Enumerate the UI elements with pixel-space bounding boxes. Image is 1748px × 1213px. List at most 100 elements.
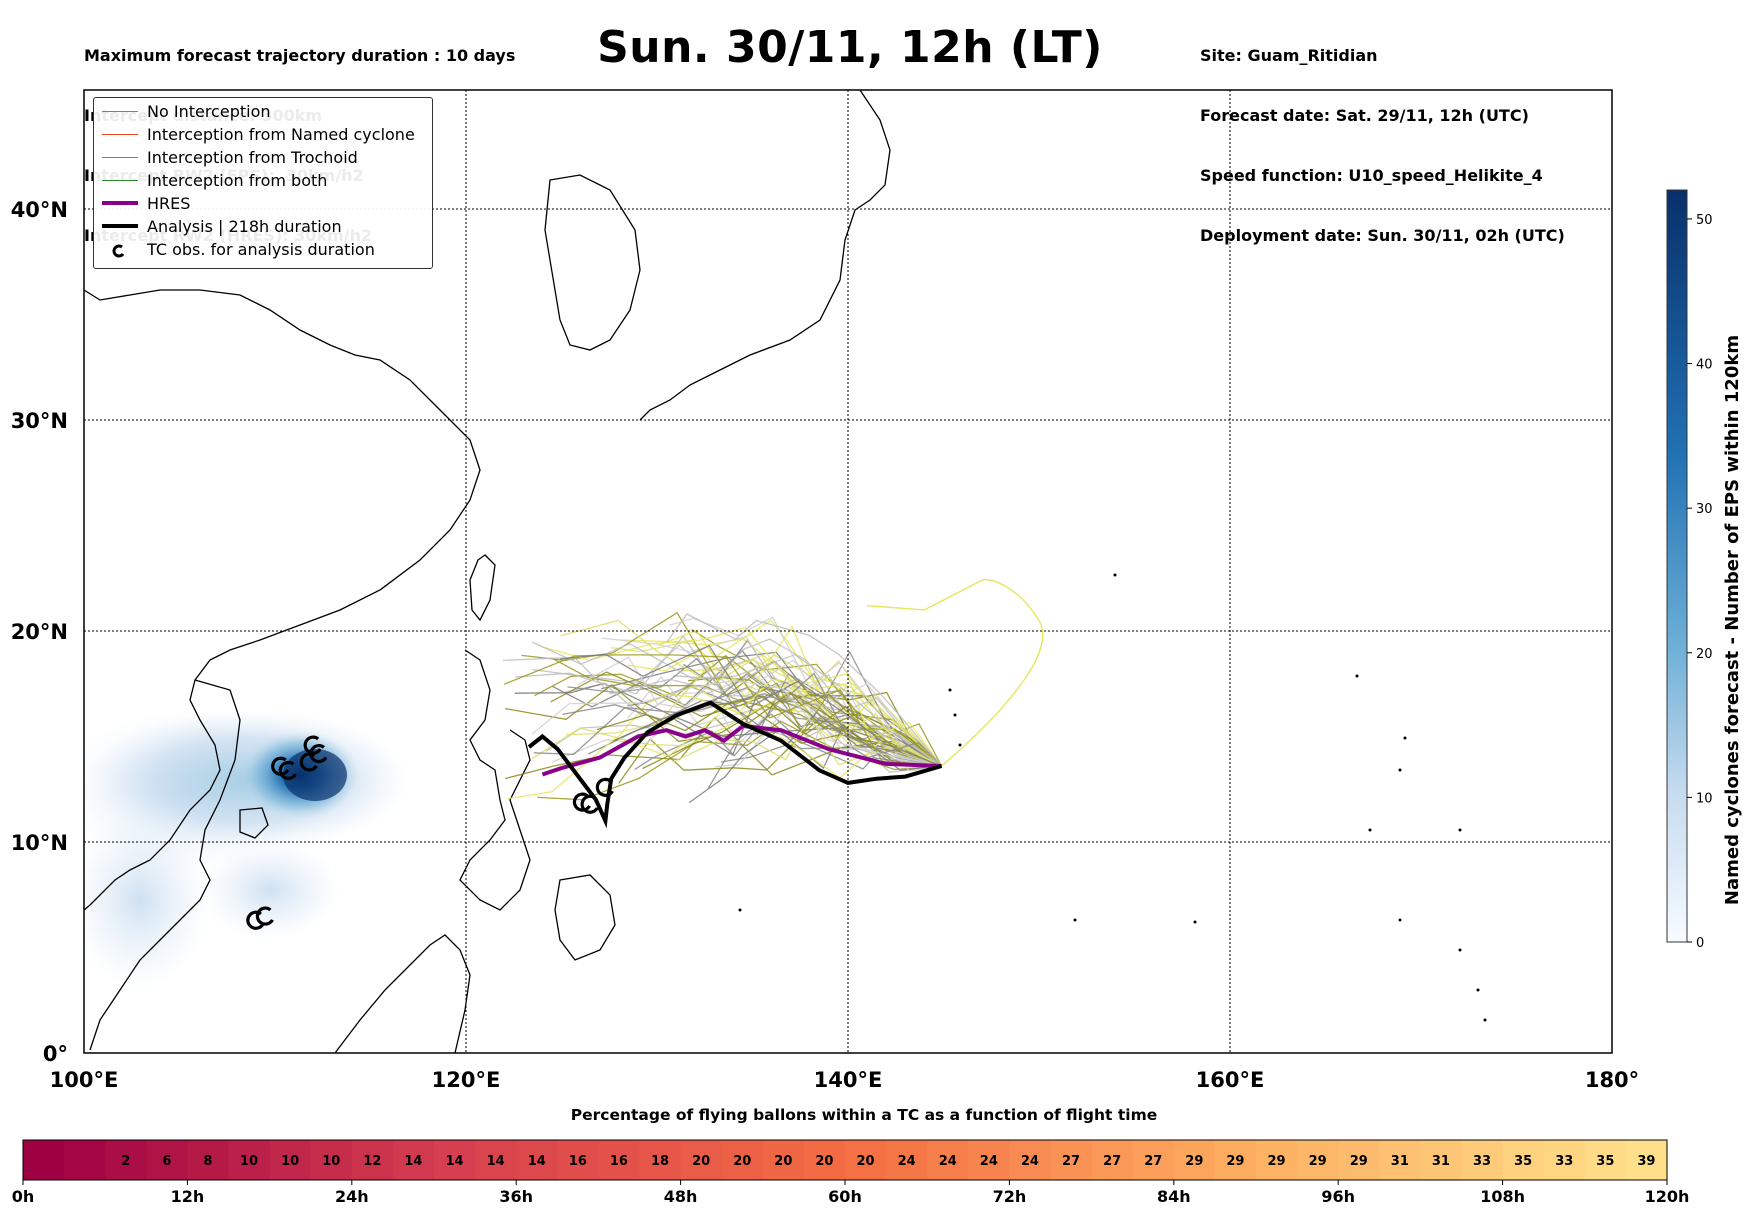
ensemble-trajectory [666, 613, 943, 767]
timeline-cell [1461, 1140, 1504, 1180]
timeline-cell [1338, 1140, 1380, 1180]
header-right-line: Speed function: U10_speed_Helikite_4 [1200, 166, 1543, 185]
timeline-cell [105, 1140, 147, 1180]
island [1355, 674, 1359, 678]
ensemble-trajectory [672, 712, 942, 767]
cyclone-symbol-icon [255, 906, 274, 926]
coastline-asia [84, 289, 481, 911]
timeline-cell [516, 1140, 558, 1180]
legend-label: TC obs. for analysis duration [147, 240, 375, 259]
timeline-tick-label: 48h [664, 1187, 698, 1206]
timeline-bar: 2 6 8 10 10 10 12 14 14 14 14 16 16 18 20 20 20 20 20 24 24 2… [12, 1139, 1690, 1206]
header-right-line: Deployment date: Sun. 30/11, 02h (UTC) [1200, 226, 1565, 245]
legend-label: Interception from Trochoid [147, 148, 358, 167]
legend-line [102, 157, 138, 158]
timeline-cell [351, 1140, 394, 1180]
island [958, 743, 962, 747]
timeline-cell [1173, 1140, 1216, 1180]
legend-label: HRES [147, 194, 191, 213]
y-tick-label: 40°N [11, 198, 68, 222]
timeline-cell-label: 29 [1350, 1154, 1368, 1169]
colorbar-tick-label: 20 [1696, 647, 1713, 662]
timeline-cell [434, 1140, 476, 1180]
timeline-cell [927, 1140, 969, 1180]
timeline-cell-label: 10 [322, 1154, 340, 1169]
colorbar-tick-label: 10 [1696, 791, 1713, 806]
cyclone-symbol-icon [595, 777, 614, 797]
island [1398, 918, 1402, 922]
timeline-cell-label: 14 [446, 1154, 464, 1169]
timeline-cell-label: 29 [1268, 1154, 1286, 1169]
timeline-tick-label: 12h [171, 1187, 205, 1206]
island [1368, 828, 1372, 832]
timeline-cell [1625, 1140, 1668, 1180]
legend-item-no-interception: No Interception [94, 101, 430, 123]
timeline-cell-label: 20 [857, 1154, 875, 1169]
timeline-cell-label: 24 [1021, 1154, 1039, 1169]
island [738, 908, 742, 912]
timeline-cell-label: 10 [281, 1154, 299, 1169]
legend-label: No Interception [147, 102, 271, 121]
timeline-tick-label: 120h [1645, 1187, 1690, 1206]
legend-line [102, 201, 138, 205]
ensemble-trajectory [674, 672, 943, 767]
ensemble-trajectory [515, 635, 942, 767]
header-right: Site: Guam_Ritidian Forecast date: Sat. … [1200, 6, 1565, 266]
colorbar-tick-label: 50 [1696, 213, 1713, 228]
timeline-cell-label: 16 [610, 1154, 628, 1169]
ensemble-trajectory [531, 641, 942, 767]
timeline-cell-label: 10 [240, 1154, 258, 1169]
ensemble-trajectory [601, 635, 943, 767]
ensemble-trajectory [867, 578, 1044, 767]
legend-item-named-cyclone: Interception from Named cyclone [94, 124, 430, 146]
timeline-cell-label: 33 [1555, 1154, 1573, 1169]
y-tick-label: 30°N [11, 409, 68, 433]
legend-label: Interception from Named cyclone [147, 125, 415, 144]
map-gridlines [84, 90, 1612, 1053]
colorbar-ticks: 0 10 20 30 40 50 [1687, 213, 1713, 951]
coastline-hainan [239, 807, 269, 839]
ensemble-trajectory [559, 644, 942, 767]
timeline-cell-label: 27 [1144, 1154, 1162, 1169]
timeline-cell [1543, 1140, 1586, 1180]
coastline-philippines [459, 649, 531, 911]
legend-item-analysis: Analysis | 218h duration [94, 216, 430, 238]
timeline-cell [1009, 1140, 1051, 1180]
header-right-line: Site: Guam_Ritidian [1200, 46, 1378, 65]
timeline-cell-label: 2 [121, 1154, 130, 1169]
colorbar-gradient [1666, 189, 1688, 943]
island [948, 688, 952, 692]
legend-line [102, 111, 138, 112]
timeline-cell [762, 1140, 805, 1180]
timeline-cell [721, 1140, 764, 1180]
timeline-cell [187, 1140, 229, 1180]
timeline-cell [1297, 1140, 1339, 1180]
legend-item-hres: HRES [94, 193, 430, 215]
timeline-title: Percentage of flying ballons within a TC… [570, 1106, 1158, 1124]
timeline-cell-label: 29 [1185, 1154, 1203, 1169]
x-tick-label: 160°E [1196, 1068, 1265, 1092]
timeline-cell [1502, 1140, 1545, 1180]
timeline-cell-label: 14 [528, 1154, 546, 1169]
hres-track [541, 723, 942, 777]
map-frame [83, 89, 1613, 1054]
pacific-islands [738, 573, 1487, 1022]
timeline-cell-label: 29 [1309, 1154, 1327, 1169]
timeline-cell [228, 1140, 271, 1180]
timeline-cell [598, 1140, 640, 1180]
ensemble-trajectory [627, 625, 943, 767]
island [1403, 736, 1407, 740]
colorbar-tick-label: 0 [1696, 936, 1704, 951]
colorbar-title: Named cyclones forecast - Number of EPS … [1722, 335, 1743, 905]
timeline-tick-label: 24h [335, 1187, 369, 1206]
timeline-cell [1379, 1140, 1421, 1180]
island [1073, 918, 1077, 922]
timeline-cell-label: 33 [1473, 1154, 1491, 1169]
timeline-cell-label: 29 [1226, 1154, 1244, 1169]
island [1193, 920, 1197, 924]
legend-label: Interception from both [147, 171, 328, 190]
ensemble-trajectory [562, 693, 942, 767]
coastline-taiwan [469, 554, 496, 622]
timeline-cell [310, 1140, 353, 1180]
timeline-cell [1256, 1140, 1298, 1180]
